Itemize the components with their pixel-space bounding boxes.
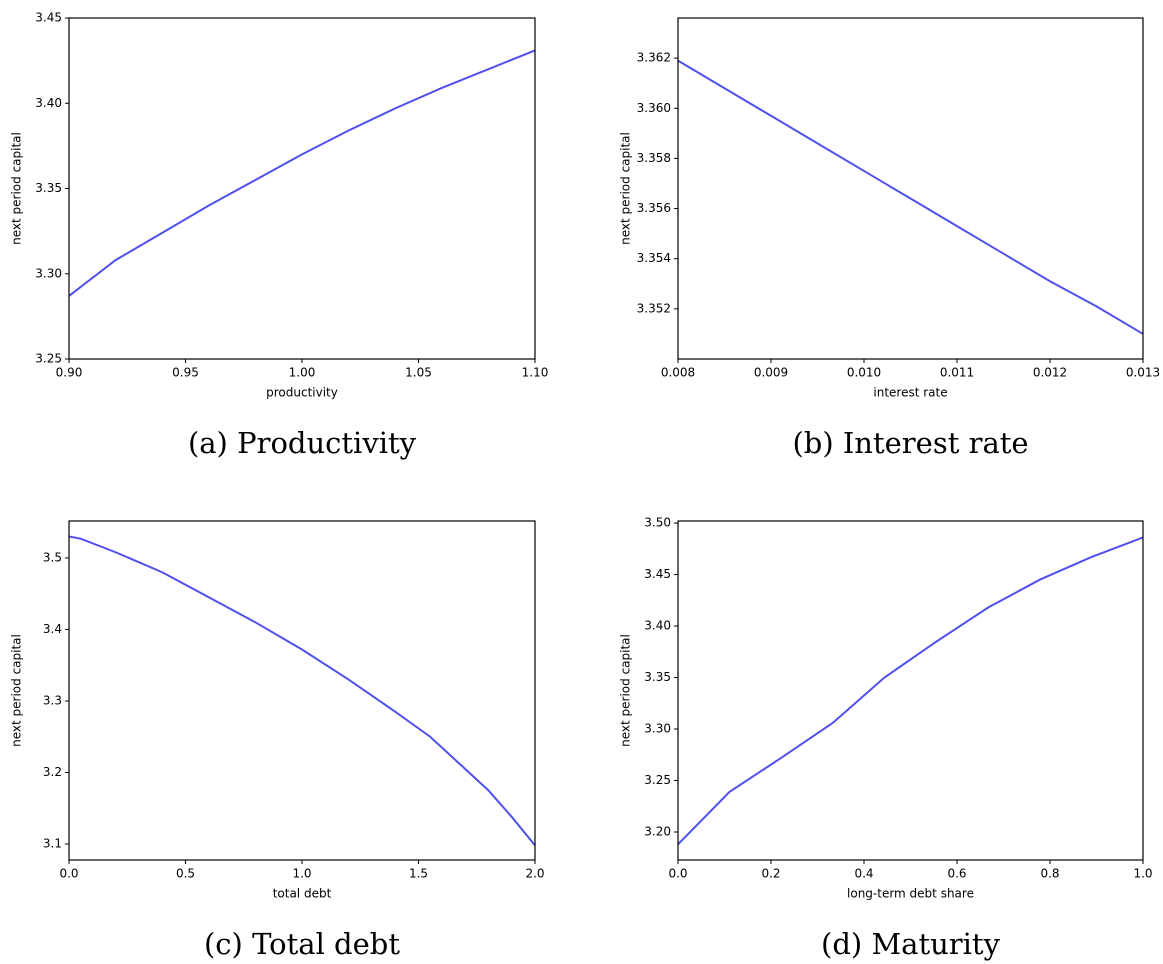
x-tick-label: 1.5 (409, 867, 428, 881)
y-tick-label: 3.362 (637, 51, 671, 65)
y-tick-label: 3.25 (644, 773, 671, 787)
y-tick-label: 3.20 (644, 824, 671, 838)
y-tick-label: 3.50 (644, 516, 671, 530)
y-tick-label: 3.45 (644, 567, 671, 581)
y-tick-label: 3.1 (43, 836, 62, 850)
y-tick-label: 3.356 (637, 201, 671, 215)
y-tick-label: 3.45 (35, 11, 62, 25)
y-tick-label: 3.352 (637, 301, 671, 315)
y-axis-label: next period capital (619, 132, 633, 245)
y-axis-label: next period capital (619, 634, 633, 747)
x-tick-label: 2.0 (525, 867, 544, 881)
caption: (d) Maturity (821, 927, 1001, 961)
x-axis-label: total debt (273, 887, 332, 901)
x-tick-label: 0.008 (661, 366, 695, 380)
y-tick-label: 3.30 (644, 722, 671, 736)
x-tick-label: 0.95 (172, 366, 199, 380)
axes-frame (677, 520, 1144, 861)
x-tick-label: 0.0 (668, 867, 687, 881)
x-tick-label: 0.009 (754, 366, 788, 380)
y-tick-label: 3.35 (35, 181, 62, 195)
y-tick-label: 3.25 (35, 352, 62, 366)
y-axis-label: next period capital (10, 634, 24, 747)
x-tick-label: 1.05 (405, 366, 432, 380)
y-tick-label: 3.4 (43, 622, 62, 636)
y-tick-label: 3.354 (637, 251, 671, 265)
x-tick-label: 1.10 (522, 366, 549, 380)
data-line (677, 536, 1144, 846)
y-tick-label: 3.40 (644, 619, 671, 633)
caption: (a) Productivity (188, 426, 417, 460)
y-axis-label: next period capital (10, 132, 24, 245)
axes-frame (68, 17, 536, 360)
data-line (68, 49, 536, 297)
x-tick-label: 1.0 (1133, 867, 1152, 881)
x-axis-label: productivity (266, 386, 338, 400)
data-line (68, 535, 536, 847)
x-tick-label: 0.90 (56, 366, 83, 380)
x-axis-label: long-term debt share (847, 887, 974, 901)
x-tick-label: 0.010 (847, 366, 881, 380)
x-tick-label: 0.5 (176, 867, 195, 881)
x-tick-label: 0.013 (1126, 366, 1160, 380)
x-tick-label: 1.00 (289, 366, 316, 380)
y-tick-label: 3.30 (35, 266, 62, 280)
caption: (b) Interest rate (792, 426, 1028, 460)
x-tick-label: 0.6 (947, 867, 966, 881)
x-tick-label: 0.2 (761, 867, 780, 881)
axes-frame (68, 520, 536, 861)
x-tick-label: 0.8 (1040, 867, 1059, 881)
y-tick-label: 3.3 (43, 693, 62, 707)
x-tick-label: 0.012 (1033, 366, 1067, 380)
x-tick-label: 0.4 (854, 867, 873, 881)
y-tick-label: 3.35 (644, 670, 671, 684)
data-line (677, 59, 1144, 335)
x-tick-label: 0.011 (940, 366, 974, 380)
caption: (c) Total debt (204, 927, 400, 961)
x-tick-label: 1.0 (292, 867, 311, 881)
y-tick-label: 3.5 (43, 550, 62, 564)
x-tick-label: 0.0 (59, 867, 78, 881)
y-tick-label: 3.358 (637, 151, 671, 165)
y-tick-label: 3.2 (43, 765, 62, 779)
axes-frame (677, 17, 1144, 360)
y-tick-label: 3.360 (637, 101, 671, 115)
x-axis-label: interest rate (873, 386, 947, 400)
y-tick-label: 3.40 (35, 96, 62, 110)
